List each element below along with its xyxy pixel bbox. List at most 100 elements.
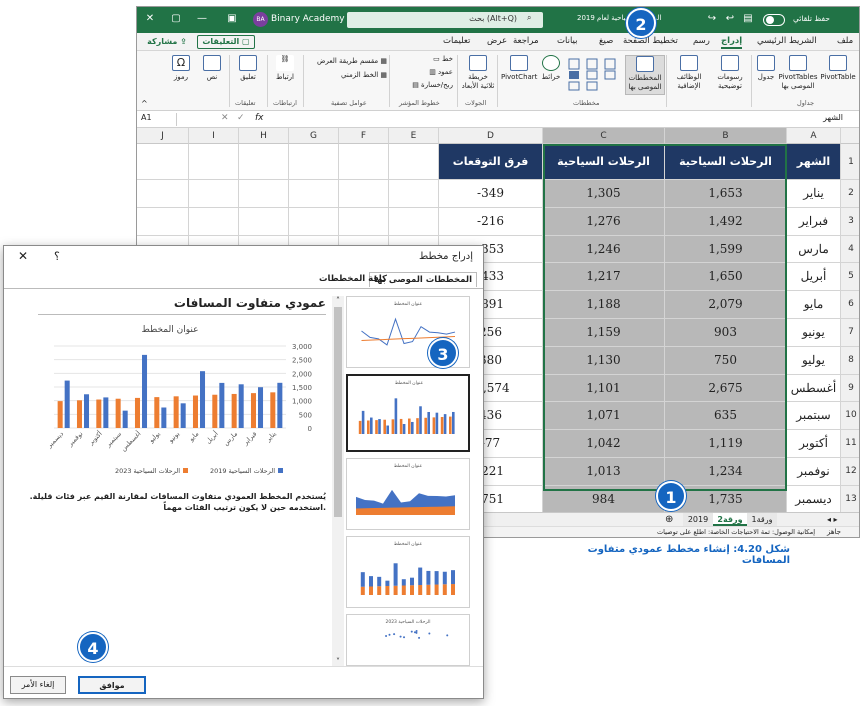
- empty-cell[interactable]: [289, 207, 339, 236]
- row-header[interactable]: 3: [841, 207, 859, 236]
- tab-review[interactable]: مراجعة: [513, 36, 539, 46]
- comments-button[interactable]: التعليقات ▢: [197, 35, 255, 49]
- data-cell-a[interactable]: فبراير: [787, 207, 841, 236]
- data-cell-d[interactable]: 380: [439, 346, 543, 375]
- data-cell-b[interactable]: 1,599: [665, 235, 787, 264]
- data-cell-a[interactable]: يناير: [787, 180, 841, 208]
- row-header[interactable]: 6: [841, 291, 859, 319]
- tab-insert[interactable]: إدراج: [721, 36, 743, 49]
- data-cell-b[interactable]: 1,653: [665, 180, 787, 208]
- header-cell-a[interactable]: الشهر: [787, 144, 841, 180]
- empty-cell[interactable]: [189, 207, 239, 236]
- symbols-button[interactable]: Ω رموز: [167, 55, 195, 82]
- data-cell-a[interactable]: مايو: [787, 291, 841, 319]
- tab-formulas[interactable]: صيغ: [599, 36, 614, 46]
- 3d-map-button[interactable]: خريطة ثلاثية الأبعاد: [461, 55, 495, 91]
- data-cell-d[interactable]: 256: [439, 319, 543, 347]
- data-cell-b[interactable]: 1,492: [665, 207, 787, 236]
- text-button[interactable]: نص: [199, 55, 225, 82]
- row-header[interactable]: 8: [841, 346, 859, 375]
- recommended-charts-button[interactable]: المخططات الموصى بها: [625, 55, 665, 95]
- search-box[interactable]: بحث (Alt+Q) ⌕: [347, 12, 543, 28]
- empty-cell[interactable]: [189, 180, 239, 208]
- row-header[interactable]: 4: [841, 235, 859, 264]
- sheet-nav-icon[interactable]: ◂ ▸: [827, 515, 838, 524]
- row-header[interactable]: 7: [841, 319, 859, 347]
- maps-button[interactable]: خرائط: [539, 55, 563, 82]
- column-header-i[interactable]: I: [189, 128, 239, 144]
- data-cell-c[interactable]: 1,042: [543, 430, 665, 458]
- header-cell-b[interactable]: الرحلات السياحية 2019: [665, 144, 787, 204]
- data-cell-a[interactable]: مارس: [787, 235, 841, 264]
- data-cell-c[interactable]: 1,159: [543, 319, 665, 347]
- scrollbar-thumb[interactable]: [334, 307, 342, 517]
- tab-page-layout[interactable]: تخطيط الصفحة: [623, 36, 678, 46]
- help-button[interactable]: ؟: [54, 250, 60, 263]
- row-header[interactable]: 10: [841, 402, 859, 431]
- data-cell-c[interactable]: 1,246: [543, 235, 665, 264]
- tab-home[interactable]: الشريط الرئيسي: [757, 36, 817, 46]
- tab-all-charts[interactable]: كافة المخططات: [318, 274, 387, 284]
- row-header[interactable]: 13: [841, 485, 859, 514]
- column-header-a[interactable]: A: [787, 128, 841, 144]
- chart-type-buttons[interactable]: [567, 57, 621, 93]
- sheet-tab-2019[interactable]: 2019: [683, 513, 713, 526]
- data-cell-a[interactable]: نوفمبر: [787, 458, 841, 486]
- data-cell-a[interactable]: يوليو: [787, 346, 841, 375]
- data-cell-c[interactable]: 1,101: [543, 374, 665, 403]
- data-cell-c[interactable]: 1,130: [543, 346, 665, 375]
- avatar[interactable]: BA: [253, 12, 268, 27]
- ribbon-display-icon[interactable]: ▣: [227, 13, 237, 24]
- data-cell-c[interactable]: 1,013: [543, 458, 665, 486]
- empty-cell[interactable]: [137, 144, 189, 180]
- data-cell-c[interactable]: 1,071: [543, 402, 665, 431]
- empty-cell[interactable]: [239, 207, 289, 236]
- undo-icon[interactable]: ↩: [725, 13, 735, 24]
- data-cell-b[interactable]: 903: [665, 319, 787, 347]
- data-cell-a[interactable]: سبتمبر: [787, 402, 841, 431]
- data-cell-a[interactable]: أكتوبر: [787, 430, 841, 458]
- data-cell-b[interactable]: 1,650: [665, 263, 787, 292]
- sparkline-line-button[interactable]: ▭ خط: [433, 55, 453, 63]
- data-cell-c[interactable]: 1,305: [543, 180, 665, 208]
- recommended-pivot-button[interactable]: PivotTables الموصى بها: [777, 55, 819, 91]
- tab-data[interactable]: بيانات: [557, 36, 578, 46]
- minimize-icon[interactable]: —: [197, 13, 207, 24]
- namebox[interactable]: A1: [137, 113, 177, 126]
- column-header-c[interactable]: C: [543, 128, 665, 144]
- empty-cell[interactable]: [339, 144, 389, 180]
- sparkline-column-button[interactable]: ▥ عمود: [429, 68, 453, 76]
- empty-cell[interactable]: [189, 144, 239, 180]
- scroll-up-icon[interactable]: ˄: [336, 296, 340, 305]
- cancel-button[interactable]: إلغاء الأمر: [10, 676, 66, 694]
- header-cell-d[interactable]: فرق التوقعات: [439, 144, 543, 180]
- row-header[interactable]: 5: [841, 263, 859, 292]
- data-cell-a[interactable]: ديسمبر: [787, 485, 841, 514]
- timeline-button[interactable]: الخط الزمني ▦: [341, 71, 387, 79]
- empty-cell[interactable]: [239, 180, 289, 208]
- pivottable-button[interactable]: PivotTable: [819, 55, 857, 82]
- maximize-icon[interactable]: ▢: [171, 13, 181, 24]
- column-header-g[interactable]: G: [289, 128, 339, 144]
- formula-input[interactable]: الشهر: [823, 113, 843, 122]
- empty-cell[interactable]: [289, 144, 339, 180]
- empty-cell[interactable]: [239, 144, 289, 180]
- enter-icon[interactable]: ✓: [237, 113, 245, 123]
- tab-view[interactable]: عرض: [487, 36, 508, 46]
- data-cell-a[interactable]: يونيو: [787, 319, 841, 347]
- thumbnail-clustered-column[interactable]: عنوان المخطط: [346, 374, 470, 452]
- row-header[interactable]: 12: [841, 458, 859, 486]
- column-header-e[interactable]: E: [389, 128, 439, 144]
- scroll-down-icon[interactable]: ˅: [336, 657, 340, 666]
- row-header[interactable]: 2: [841, 180, 859, 208]
- empty-cell[interactable]: [389, 180, 439, 208]
- share-button[interactable]: مشاركة ⇪: [147, 37, 187, 46]
- data-cell-d[interactable]: -216: [439, 207, 543, 236]
- close-icon[interactable]: ✕: [18, 249, 29, 263]
- data-cell-d[interactable]: 436: [439, 402, 543, 431]
- sheet-tab-1[interactable]: ورقة1: [747, 513, 777, 526]
- function-icon[interactable]: fx: [255, 113, 264, 123]
- slicer-button[interactable]: مقسم طريقة العرض ▦: [317, 57, 387, 65]
- autosave-toggle[interactable]: [763, 14, 785, 26]
- header-cell-c[interactable]: الرحلات السياحية 2023: [543, 144, 665, 204]
